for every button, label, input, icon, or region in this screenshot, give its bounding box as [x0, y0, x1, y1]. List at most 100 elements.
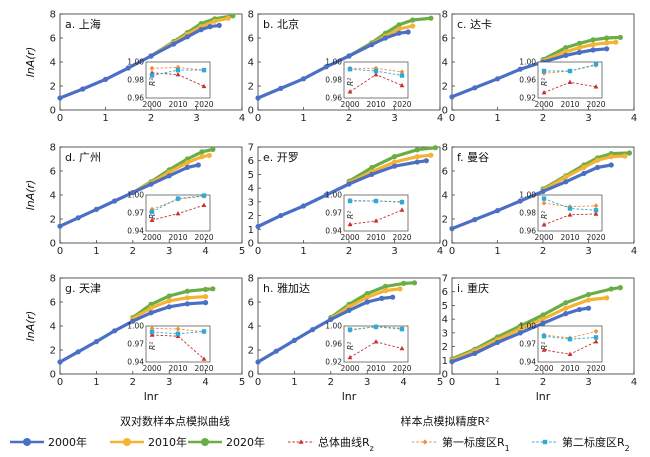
inset-y-tick-label: 1.00: [127, 322, 144, 331]
y-tick-label: 2: [442, 215, 448, 226]
inset-point: [399, 82, 405, 88]
series-point: [585, 291, 592, 298]
series-point: [472, 350, 478, 357]
y-tick-label: 2: [50, 215, 56, 226]
series-point: [604, 46, 610, 52]
legend-group1-title: 双对数样本点模拟曲线: [120, 414, 230, 428]
inset-y-tick-label: 1.00: [325, 191, 342, 200]
inset-point: [567, 68, 573, 74]
series-point: [255, 95, 261, 101]
y-tick-label: 0: [248, 106, 254, 117]
inset-point: [175, 196, 181, 201]
inset-point: [149, 65, 155, 71]
inset-point: [373, 324, 379, 330]
x-tick-label: 4: [631, 377, 637, 388]
inset-point: [567, 212, 573, 217]
inset-x-tick-label: 2000: [340, 233, 359, 242]
series-point: [494, 208, 501, 214]
inset-x-tick-label: 2020: [392, 364, 411, 373]
x-tick-label: 4: [202, 246, 208, 257]
series-point: [449, 359, 455, 365]
series-point: [125, 65, 131, 71]
series-point: [410, 23, 416, 29]
inset-x-tick-label: 2020: [392, 233, 411, 242]
panel-title: g. 天津: [65, 282, 101, 295]
y-tick-label: 5: [442, 301, 448, 312]
series-point: [563, 49, 569, 55]
x-tick-label: 3: [166, 377, 172, 388]
inset-y-label: R²: [346, 211, 355, 219]
inset-y-tick-label: 1.00: [325, 322, 342, 331]
series-point: [148, 301, 154, 307]
series-point: [585, 297, 592, 303]
series-point: [563, 179, 569, 185]
series-point: [210, 146, 216, 152]
series-point: [396, 22, 402, 28]
inset-point: [541, 90, 547, 95]
y-tick-label: 0: [248, 239, 254, 250]
inset-point: [541, 347, 547, 352]
panel-d: 0 1 2 3 4 5 0 2 4 6 8 lnA(r) d. 广州 0.94 0.97 1.00 2000 20…: [24, 143, 245, 258]
inset-h: 0.92 0.96 1.00 2000 2010 2020 R²: [325, 322, 411, 374]
series-point: [255, 359, 261, 365]
series-line-1: [450, 296, 609, 362]
x-tick-label: 2: [130, 377, 136, 388]
x-tick-label: 2: [328, 377, 334, 388]
series-point: [608, 286, 614, 292]
series-point: [278, 85, 284, 91]
legend-item: 第一标度区R1: [412, 435, 510, 453]
series-point: [397, 286, 403, 292]
series-point: [517, 330, 523, 336]
inset-point: [149, 325, 155, 331]
x-tick-label: 3: [166, 246, 172, 257]
series-point: [199, 154, 205, 160]
inset-x-tick-label: 2000: [534, 100, 553, 109]
inset-point: [149, 217, 155, 222]
inset-x-tick-label: 2020: [586, 100, 605, 109]
y-tick-label: 0: [442, 106, 448, 117]
y-tick-label: 3: [442, 328, 448, 339]
inset-point: [567, 337, 573, 342]
y-tick-label: 6: [248, 34, 254, 45]
y-tick-label: 2: [248, 346, 254, 357]
inset-point: [399, 207, 405, 212]
y-tick-label: 2: [442, 82, 448, 93]
x-tick-label: 0: [255, 246, 261, 257]
inset-point: [373, 218, 379, 223]
panel-title: b. 北京: [263, 17, 299, 31]
y-tick-label: 4: [442, 191, 448, 202]
inset-point: [347, 67, 353, 72]
series-point: [210, 286, 216, 292]
inset-point: [593, 62, 599, 67]
x-tick-label: 0: [449, 377, 455, 388]
inset-y-tick-label: 0.98: [127, 76, 144, 85]
series-point: [414, 147, 420, 153]
series-point: [517, 326, 523, 332]
panel-b: 0 1 2 3 4 0 2 4 6 8 b. 北京 0.96 0.98 1.00 2000 2010 2020 R…: [248, 10, 444, 125]
series-point: [563, 174, 569, 180]
inset-x-tick-label: 2010: [560, 233, 579, 242]
series-point: [203, 286, 209, 292]
series-point: [364, 291, 370, 297]
x-tick-label: 5: [239, 246, 245, 257]
series-point: [423, 158, 429, 164]
y-tick-label: 6: [442, 287, 448, 298]
inset-point: [567, 206, 573, 211]
x-tick-label: 1: [300, 113, 306, 124]
inset-point: [175, 67, 181, 73]
series-point: [225, 15, 231, 21]
series-point: [585, 305, 592, 311]
y-tick-label: 4: [442, 315, 448, 326]
y-tick-label: 8: [248, 274, 254, 285]
x-axis-label: lnr: [144, 390, 159, 403]
inset-y-tick-label: 0.96: [519, 76, 536, 85]
inset-d: 0.94 0.97 1.00 2000 2010 2020 R²: [127, 191, 213, 243]
y-tick-label: 2: [50, 346, 56, 357]
y-tick-label: 2: [248, 211, 254, 222]
series-point: [273, 348, 279, 354]
y-tick-label: 0: [248, 370, 254, 381]
inset-x-tick-label: 2010: [168, 233, 187, 242]
inset-point: [201, 356, 207, 361]
y-tick-label: 1: [442, 356, 448, 367]
series-point: [401, 280, 407, 286]
